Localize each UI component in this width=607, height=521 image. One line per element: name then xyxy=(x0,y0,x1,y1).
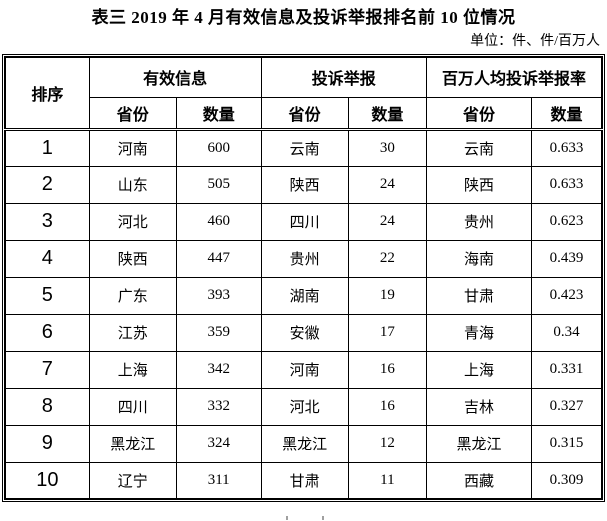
complaint-province-cell: 贵州 xyxy=(260,239,349,278)
table-row: 9 黑龙江 324 黑龙江 12 黑龙江 0.315 xyxy=(4,424,603,463)
header-sub-row: 省份 数量 省份 数量 省份 数量 xyxy=(5,96,603,131)
complaint-group-header: 投诉举报 xyxy=(260,56,427,98)
rank-cell: 10 xyxy=(4,461,90,500)
rate-province-cell: 吉林 xyxy=(425,387,533,426)
rank-cell: 3 xyxy=(4,202,90,241)
complaint-province-subheader: 省份 xyxy=(260,96,349,131)
complaint-count-cell: 19 xyxy=(347,276,427,315)
rate-province-cell: 甘肃 xyxy=(425,276,533,315)
info-province-cell: 黑龙江 xyxy=(88,424,177,463)
rate-value-cell: 0.439 xyxy=(531,239,603,278)
info-group-header: 有效信息 xyxy=(88,56,262,98)
info-count-cell: 332 xyxy=(175,387,262,426)
info-province-cell: 辽宁 xyxy=(88,461,177,500)
ranking-table: 排序 有效信息 投诉举报 百万人均投诉举报率 省份 数量 省份 数量 省份 数量… xyxy=(2,54,605,502)
complaint-province-cell: 河南 xyxy=(260,350,349,389)
info-count-cell: 324 xyxy=(175,424,262,463)
info-count-cell: 447 xyxy=(175,239,262,278)
rate-value-cell: 0.309 xyxy=(531,461,603,500)
table-row: 1 河南 600 云南 30 云南 0.633 xyxy=(4,128,603,167)
table-row: 4 陕西 447 贵州 22 海南 0.439 xyxy=(4,239,603,278)
rate-province-cell: 陕西 xyxy=(425,165,533,204)
info-province-cell: 上海 xyxy=(88,350,177,389)
rate-province-cell: 黑龙江 xyxy=(425,424,533,463)
rate-province-cell: 云南 xyxy=(425,128,533,167)
complaint-count-cell: 24 xyxy=(347,202,427,241)
rate-province-cell: 贵州 xyxy=(425,202,533,241)
info-province-cell: 陕西 xyxy=(88,239,177,278)
rate-value-cell: 0.327 xyxy=(531,387,603,426)
complaint-province-cell: 黑龙江 xyxy=(260,424,349,463)
rate-group-header: 百万人均投诉举报率 xyxy=(425,56,603,98)
info-count-cell: 393 xyxy=(175,276,262,315)
complaint-count-cell: 24 xyxy=(347,165,427,204)
rank-cell: 2 xyxy=(4,165,90,204)
rank-cell: 9 xyxy=(4,424,90,463)
info-count-subheader: 数量 xyxy=(175,96,262,131)
complaint-province-cell: 四川 xyxy=(260,202,349,241)
rate-value-cell: 0.633 xyxy=(531,128,603,167)
info-province-cell: 河南 xyxy=(88,128,177,167)
info-province-cell: 四川 xyxy=(88,387,177,426)
complaint-count-cell: 30 xyxy=(347,128,427,167)
info-province-cell: 江苏 xyxy=(88,313,177,352)
rate-value-cell: 0.623 xyxy=(531,202,603,241)
info-count-cell: 359 xyxy=(175,313,262,352)
rate-province-cell: 上海 xyxy=(425,350,533,389)
rate-value-cell: 0.34 xyxy=(531,313,603,352)
rank-cell: 6 xyxy=(4,313,90,352)
rank-cell: 8 xyxy=(4,387,90,426)
header-group-row: 排序 有效信息 投诉举报 百万人均投诉举报率 xyxy=(4,56,603,131)
complaint-province-cell: 陕西 xyxy=(260,165,349,204)
rate-province-subheader: 省份 xyxy=(425,96,533,131)
complaint-province-cell: 安徽 xyxy=(260,313,349,352)
rank-header: 排序 xyxy=(4,56,90,131)
complaint-count-cell: 11 xyxy=(347,461,427,500)
rank-cell: 1 xyxy=(4,128,90,167)
ranking-table-grid: 排序 有效信息 投诉举报 百万人均投诉举报率 省份 数量 省份 数量 省份 数量… xyxy=(4,56,603,500)
info-province-cell: 广东 xyxy=(88,276,177,315)
complaint-count-subheader: 数量 xyxy=(347,96,427,131)
rate-value-cell: 0.331 xyxy=(531,350,603,389)
info-count-cell: 342 xyxy=(175,350,262,389)
info-count-cell: 311 xyxy=(175,461,262,500)
table-row: 10 辽宁 311 甘肃 11 西藏 0.309 xyxy=(4,461,603,500)
complaint-count-cell: 16 xyxy=(347,350,427,389)
rate-count-subheader: 数量 xyxy=(531,96,603,131)
complaint-province-cell: 甘肃 xyxy=(260,461,349,500)
rank-cell: 7 xyxy=(4,350,90,389)
table-row: 5 广东 393 湖南 19 甘肃 0.423 xyxy=(4,276,603,315)
table-row: 8 四川 332 河北 16 吉林 0.327 xyxy=(4,387,603,426)
table-row: 6 江苏 359 安徽 17 青海 0.34 xyxy=(4,313,603,352)
rate-province-cell: 西藏 xyxy=(425,461,533,500)
table-row: 7 上海 342 河南 16 上海 0.331 xyxy=(4,350,603,389)
complaint-count-cell: 17 xyxy=(347,313,427,352)
complaint-province-cell: 河北 xyxy=(260,387,349,426)
complaint-province-cell: 湖南 xyxy=(260,276,349,315)
info-province-cell: 河北 xyxy=(88,202,177,241)
rate-value-cell: 0.315 xyxy=(531,424,603,463)
rate-province-cell: 海南 xyxy=(425,239,533,278)
rate-province-cell: 青海 xyxy=(425,313,533,352)
complaint-count-cell: 16 xyxy=(347,387,427,426)
unit-label: 单位：件、件/百万人 xyxy=(470,34,600,49)
rank-cell: 4 xyxy=(4,239,90,278)
info-count-cell: 600 xyxy=(175,128,262,167)
table-resize-mark xyxy=(286,516,288,520)
info-count-cell: 460 xyxy=(175,202,262,241)
complaint-province-cell: 云南 xyxy=(260,128,349,167)
rate-value-cell: 0.633 xyxy=(531,165,603,204)
info-province-subheader: 省份 xyxy=(88,96,177,131)
complaint-count-cell: 22 xyxy=(347,239,427,278)
table-caption: 表三 2019 年 4 月有效信息及投诉举报排名前 10 位情况 xyxy=(91,8,516,27)
table-row: 3 河北 460 四川 24 贵州 0.623 xyxy=(4,202,603,241)
info-province-cell: 山东 xyxy=(88,165,177,204)
info-count-cell: 505 xyxy=(175,165,262,204)
table-row: 2 山东 505 陕西 24 陕西 0.633 xyxy=(4,165,603,204)
rate-value-cell: 0.423 xyxy=(531,276,603,315)
table-resize-mark xyxy=(322,516,324,520)
rank-cell: 5 xyxy=(4,276,90,315)
complaint-count-cell: 12 xyxy=(347,424,427,463)
